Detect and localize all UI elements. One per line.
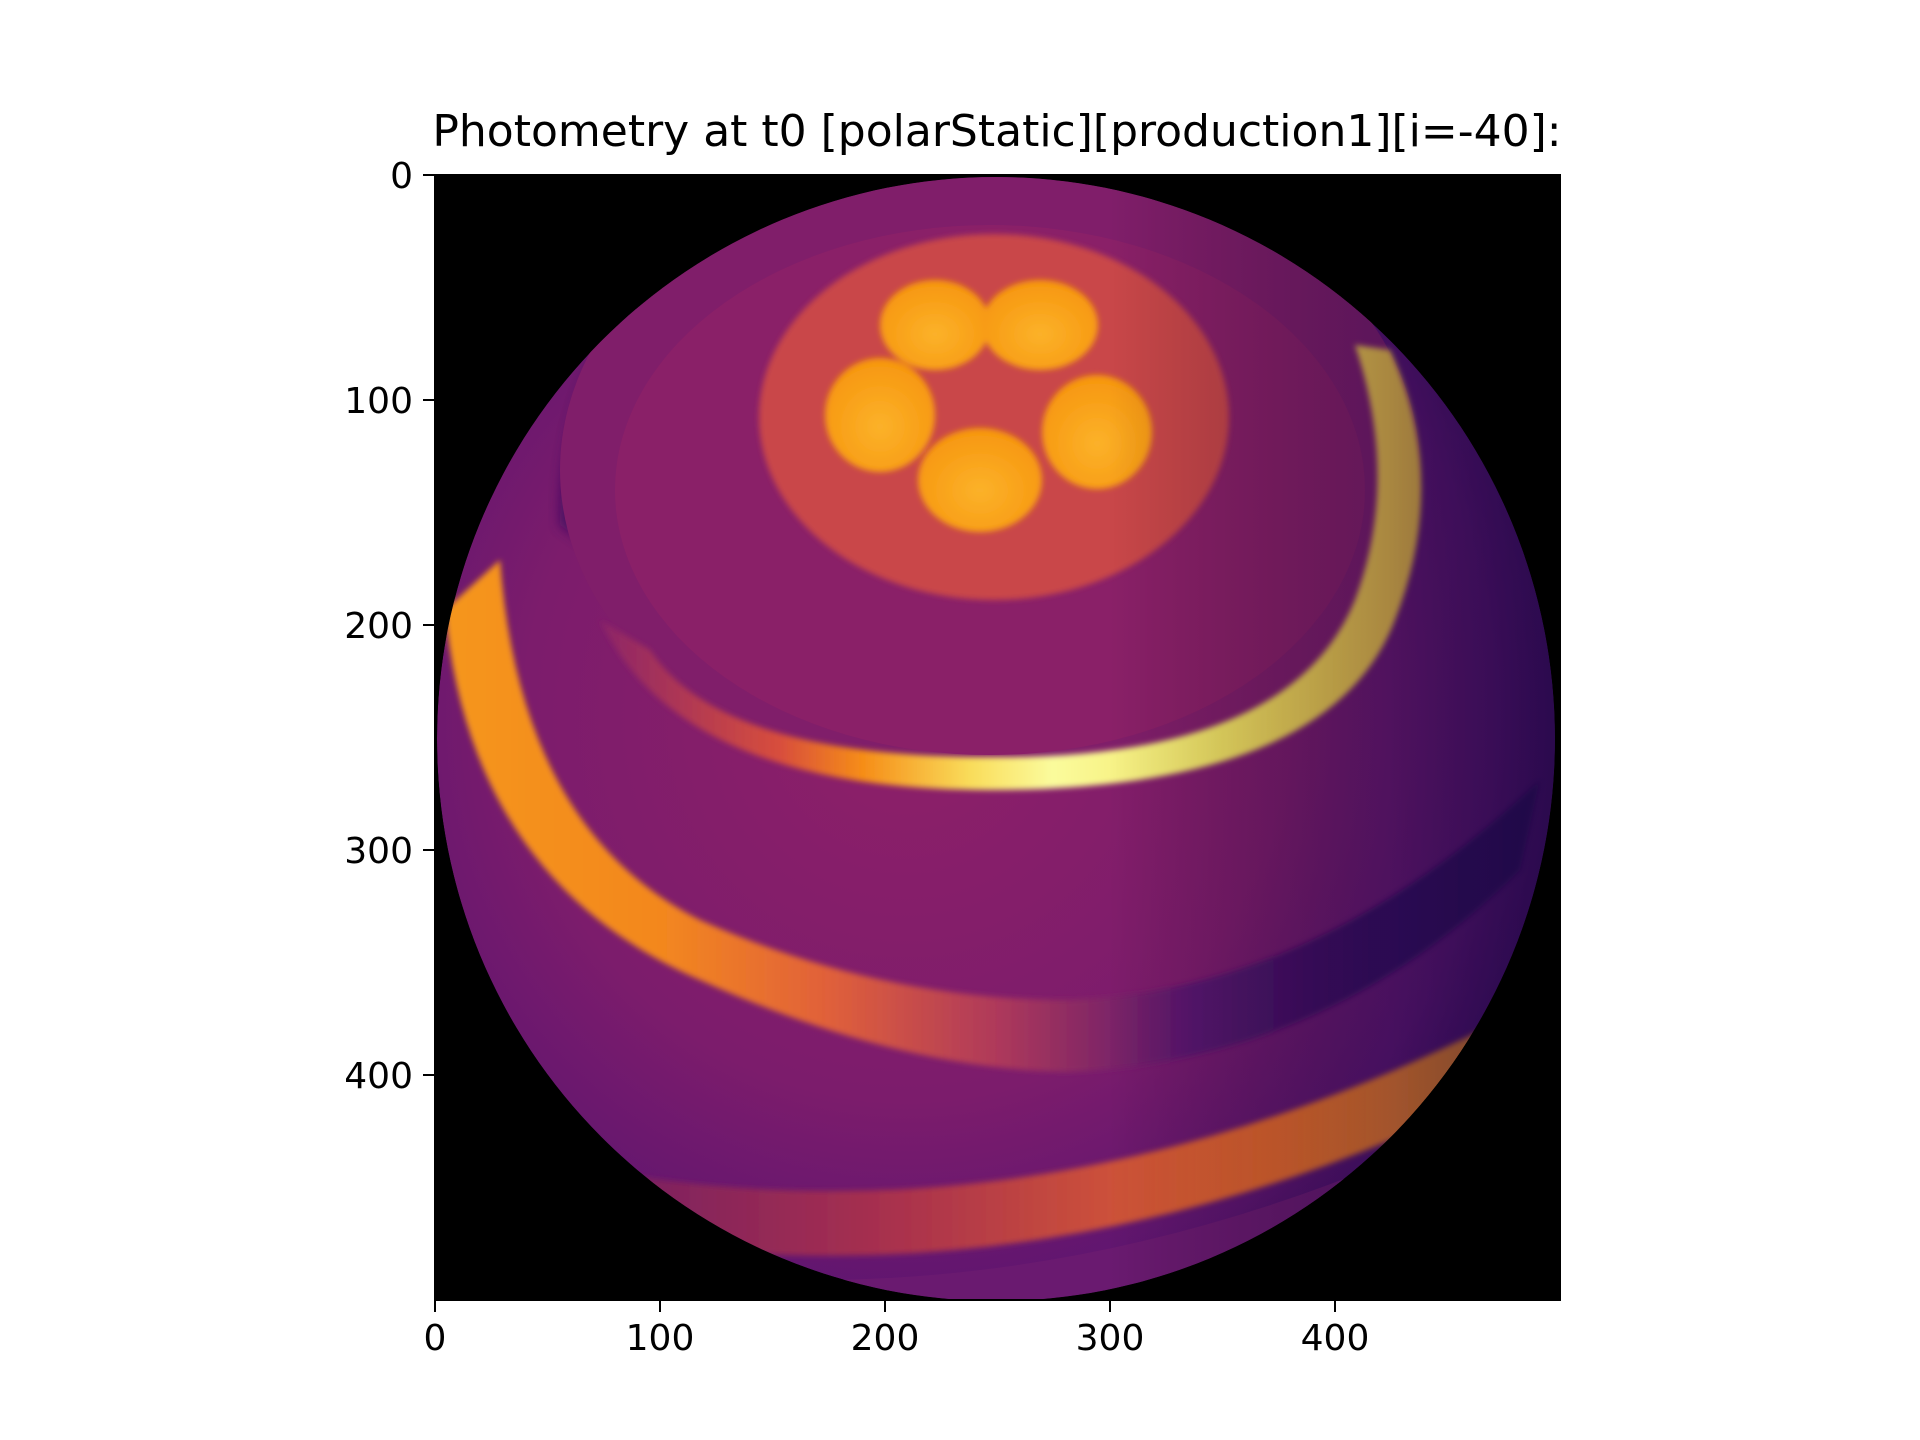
x-tick-label: 200 [851, 1318, 920, 1359]
y-tick-label: 0 [390, 156, 413, 197]
x-tick-label: 300 [1076, 1318, 1145, 1359]
axes-frame [434, 174, 1561, 1301]
x-tick-label: 0 [424, 1318, 447, 1359]
x-axis-ticks: 0 100 200 300 400 [424, 1300, 1370, 1359]
chart-title: Photometry at t0 [polarStatic][productio… [432, 106, 1561, 157]
photometry-image [435, 175, 1560, 1300]
y-tick-label: 100 [344, 381, 413, 422]
x-tick-label: 100 [626, 1318, 695, 1359]
x-tick-label: 400 [1301, 1318, 1370, 1359]
limb-darkening [437, 177, 1555, 1300]
y-tick-label: 300 [344, 831, 413, 872]
y-tick-label: 400 [344, 1056, 413, 1097]
y-tick-label: 200 [344, 606, 413, 647]
y-axis-ticks: 0 100 200 300 400 [344, 156, 435, 1097]
